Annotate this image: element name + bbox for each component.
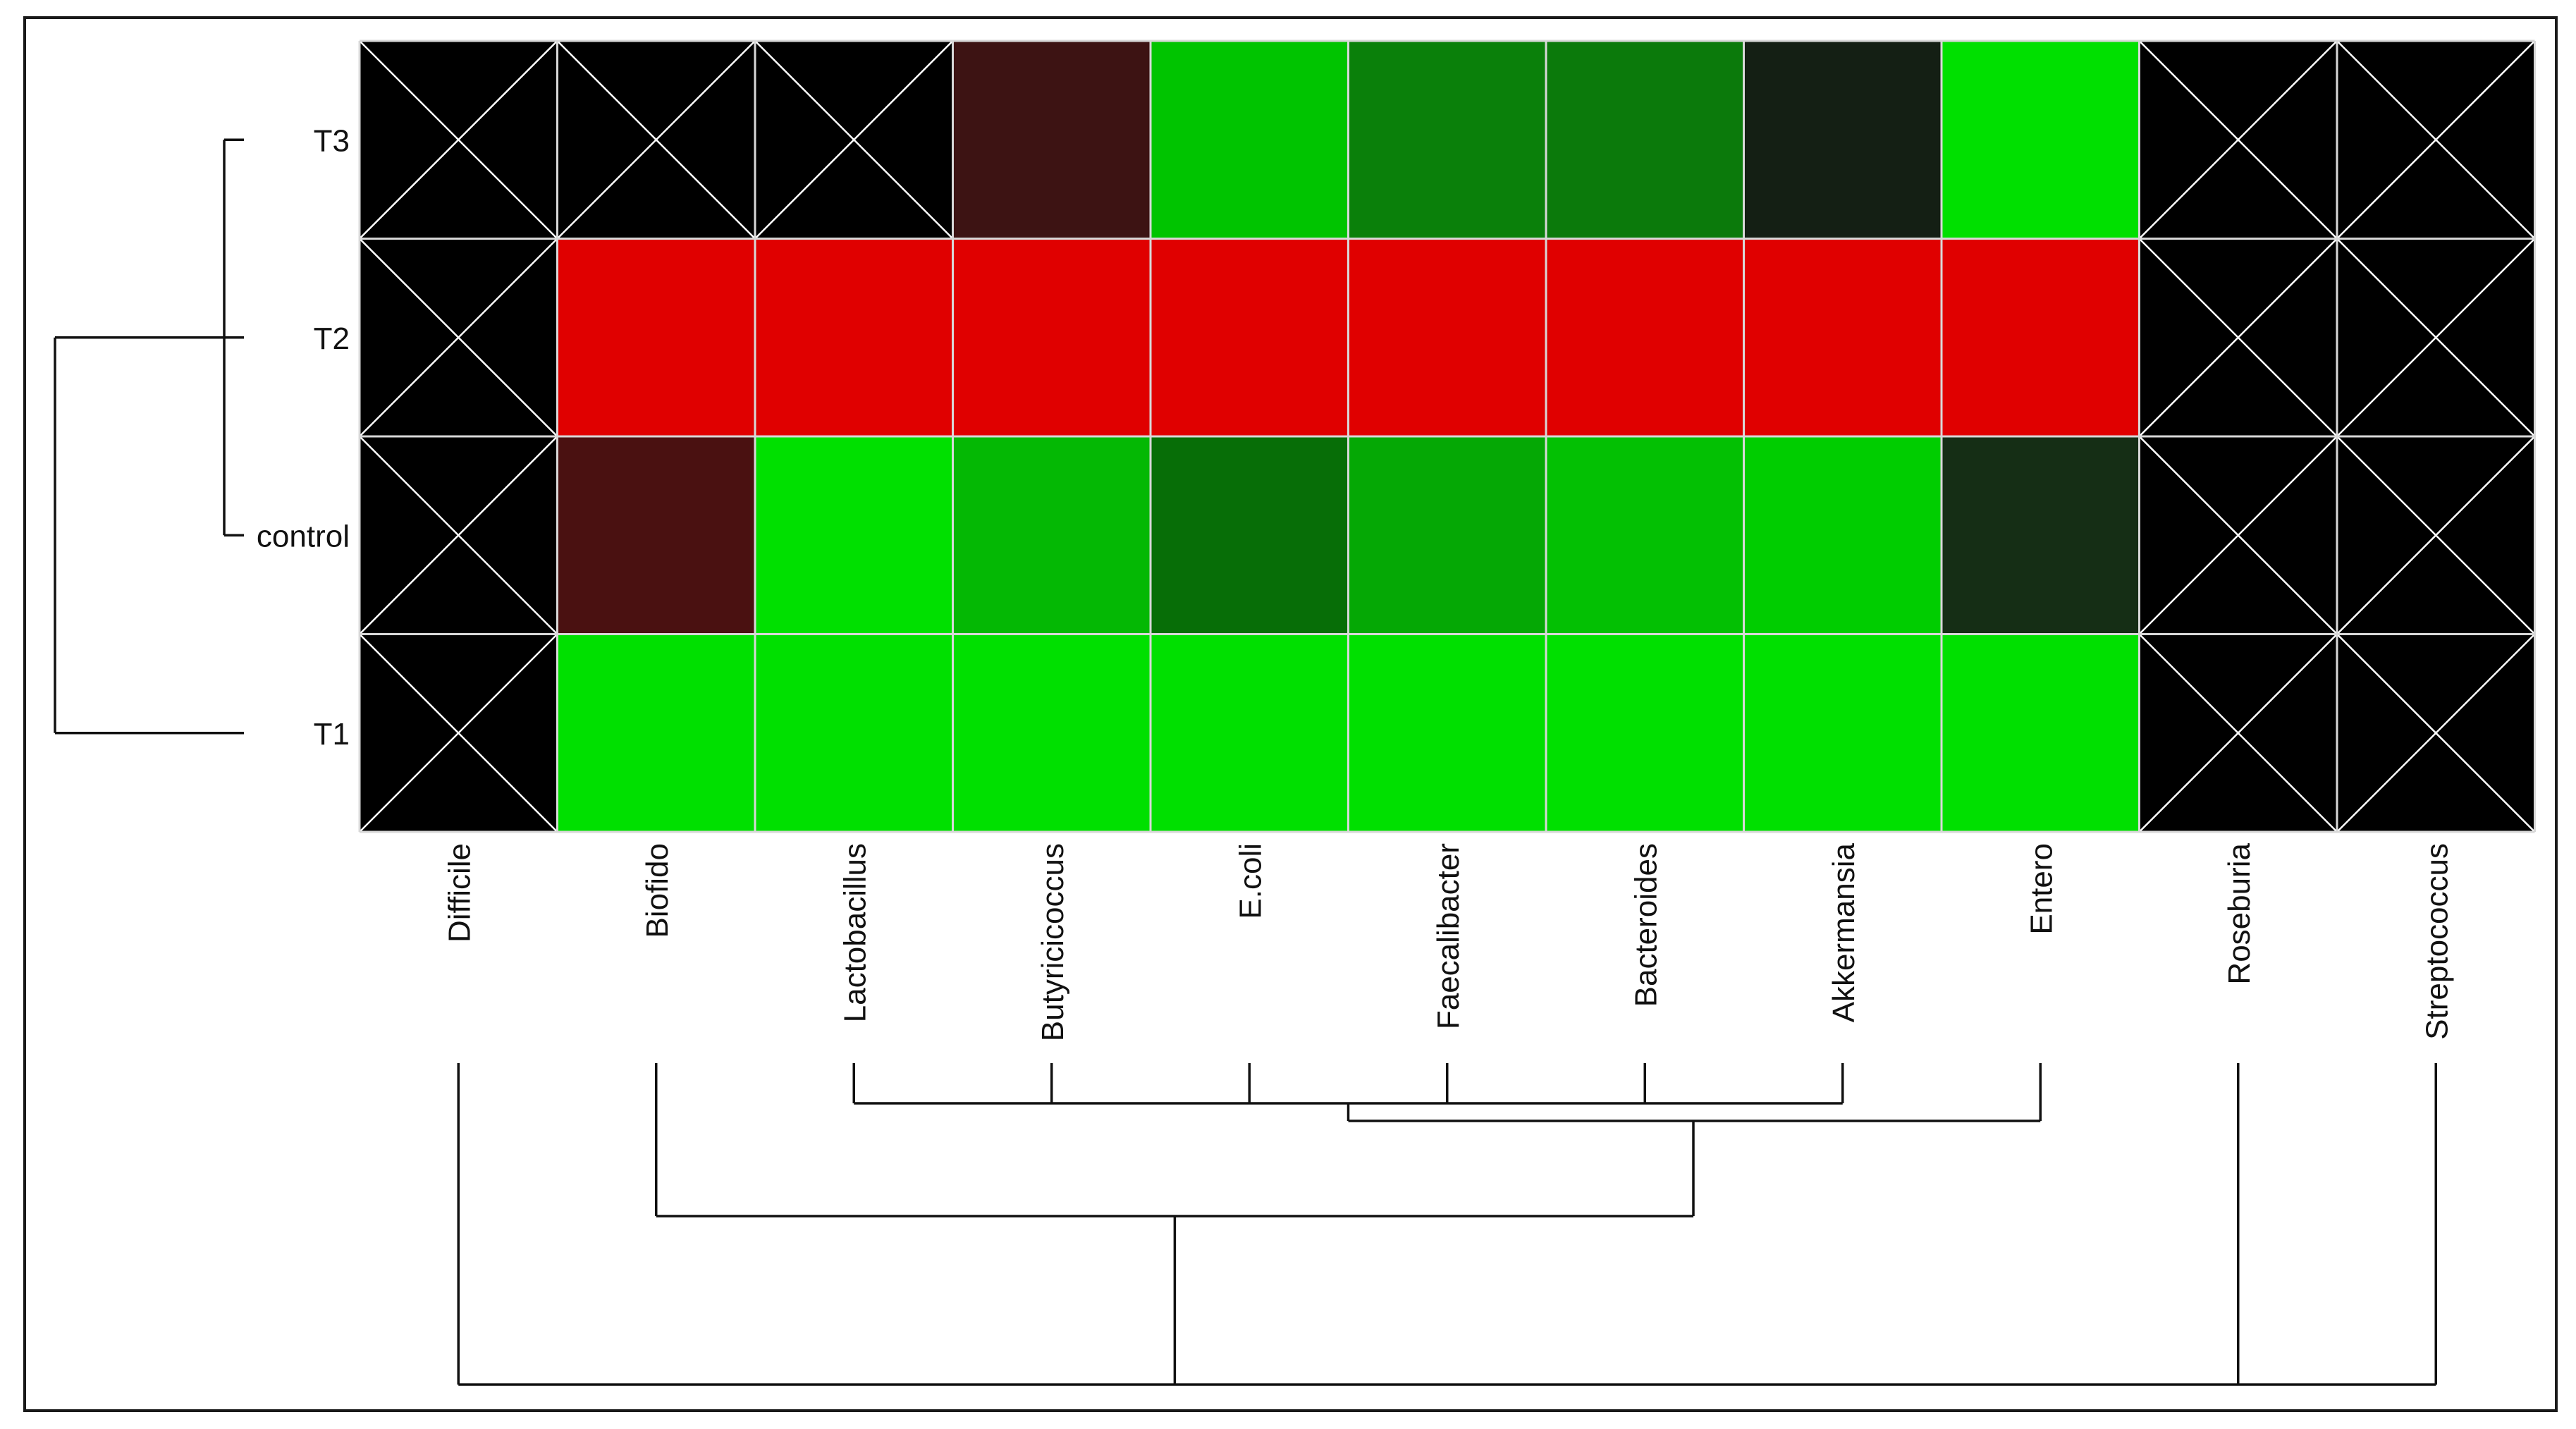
cell-control-bacteroides [1546, 436, 1744, 634]
column-label-difficile: Difficile [442, 843, 477, 943]
cell-t1-lactobacillus [755, 634, 953, 832]
column-label-entero: Entero [2024, 843, 2059, 935]
cell-t3-faecalibacter [1348, 41, 1546, 239]
cell-t1-biofido [557, 634, 755, 832]
cell-t2-streptococcus-missing [2336, 238, 2536, 437]
cell-t2-entero [1942, 238, 2140, 436]
cell-t2-e-coli [1151, 238, 1349, 436]
chart-frame [23, 16, 2558, 1412]
cell-t2-lactobacillus [755, 238, 953, 436]
row-dendrogram [54, 138, 244, 735]
cell-t2-roseburia-missing [2138, 238, 2338, 437]
cell-t1-faecalibacter [1348, 634, 1546, 832]
row-label-t2: T2 [314, 321, 350, 356]
heatmap-grid [358, 39, 2536, 833]
cell-t1-entero [1942, 634, 2140, 832]
cell-t3-biofido-missing [556, 40, 756, 240]
column-label-e-coli: E.coli [1233, 843, 1268, 919]
cell-control-streptococcus-missing [2336, 436, 2536, 635]
cell-t3-entero [1942, 41, 2140, 239]
cell-control-biofido [557, 436, 755, 634]
cell-t3-difficile-missing [359, 40, 558, 240]
column-dendrogram [457, 1063, 2437, 1386]
row-label-t3: T3 [314, 123, 350, 158]
cell-t3-streptococcus-missing [2336, 40, 2536, 240]
cell-t3-lactobacillus-missing [754, 40, 954, 240]
column-label-roseburia: Roseburia [2222, 842, 2257, 984]
cell-t3-akkermansia [1743, 41, 1942, 239]
column-labels: Difficile Biofido Lactobacillus Butyricicoc… [442, 842, 2454, 1041]
cell-t3-butyricicoccus [952, 41, 1151, 239]
cell-control-e-coli [1151, 436, 1349, 634]
cell-t1-butyricicoccus [952, 634, 1151, 832]
column-label-lactobacillus: Lactobacillus [838, 843, 872, 1022]
row-label-control: control [257, 519, 350, 553]
cell-t3-e-coli [1151, 41, 1349, 239]
cell-t3-bacteroides [1546, 41, 1744, 239]
column-label-bacteroides: Bacteroides [1629, 843, 1663, 1007]
heatmap-cells [359, 40, 2536, 833]
cell-t1-e-coli [1151, 634, 1349, 832]
cell-control-roseburia-missing [2138, 436, 2338, 635]
cell-control-butyricicoccus [952, 436, 1151, 634]
cell-t1-difficile-missing [359, 633, 558, 833]
row-label-t1: T1 [314, 717, 350, 752]
cell-t1-roseburia-missing [2138, 633, 2338, 833]
cell-control-lactobacillus [755, 436, 953, 634]
column-label-biofido: Biofido [640, 843, 675, 938]
cell-t3-roseburia-missing [2138, 40, 2338, 240]
column-label-akkermansia: Akkermansia [1827, 842, 1861, 1022]
cell-t1-streptococcus-missing [2336, 633, 2536, 833]
cell-t2-biofido [557, 238, 755, 436]
cell-control-akkermansia [1743, 436, 1942, 634]
column-label-faecalibacter: Faecalibacter [1431, 843, 1466, 1029]
row-labels: T3 T2 control T1 [257, 123, 350, 752]
column-label-butyricicoccus: Butyricicoccus [1036, 843, 1070, 1041]
cell-t2-butyricicoccus [952, 238, 1151, 436]
cell-control-entero [1942, 436, 2140, 634]
cell-t1-akkermansia [1743, 634, 1942, 832]
column-label-streptococcus: Streptococcus [2419, 843, 2454, 1040]
cell-t2-bacteroides [1546, 238, 1744, 436]
cell-t2-faecalibacter [1348, 238, 1546, 436]
cell-control-faecalibacter [1348, 436, 1546, 634]
cell-t2-difficile-missing [359, 238, 558, 437]
cell-t2-akkermansia [1743, 238, 1942, 436]
cell-t1-bacteroides [1546, 634, 1744, 832]
cell-control-difficile-missing [359, 436, 558, 635]
